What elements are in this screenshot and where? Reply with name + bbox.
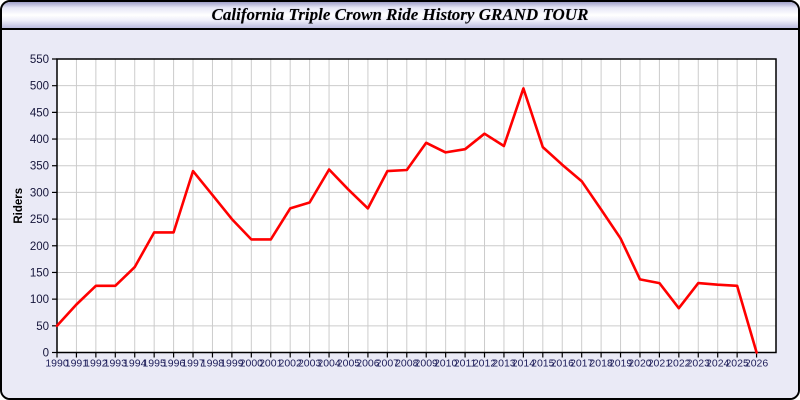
svg-text:200: 200 bbox=[30, 241, 49, 253]
svg-text:2004: 2004 bbox=[317, 358, 341, 370]
svg-text:100: 100 bbox=[30, 294, 49, 306]
plot-area bbox=[57, 59, 776, 353]
svg-text:2016: 2016 bbox=[551, 358, 575, 370]
y-axis-labels: 0 50 100 150 200 250 300 350 400 450 500 550 bbox=[30, 54, 49, 360]
svg-text:2001: 2001 bbox=[259, 358, 283, 370]
plot-border bbox=[56, 58, 777, 354]
svg-text:1998: 1998 bbox=[201, 358, 225, 370]
svg-text:50: 50 bbox=[36, 321, 49, 333]
svg-text:2002: 2002 bbox=[279, 358, 303, 370]
svg-text:550: 550 bbox=[30, 54, 49, 66]
svg-text:300: 300 bbox=[30, 187, 49, 199]
svg-text:2019: 2019 bbox=[609, 358, 633, 370]
svg-text:400: 400 bbox=[30, 134, 49, 146]
svg-text:350: 350 bbox=[30, 161, 49, 173]
chart-title: California Triple Crown Ride History GRA… bbox=[211, 5, 589, 24]
svg-text:2009: 2009 bbox=[415, 358, 439, 370]
svg-text:0: 0 bbox=[43, 348, 49, 360]
svg-text:2011: 2011 bbox=[454, 358, 477, 370]
chart-area: 0 50 100 150 200 250 300 350 400 450 500 550 1990 199… bbox=[2, 30, 798, 398]
svg-text:2020: 2020 bbox=[628, 358, 652, 370]
svg-text:2010: 2010 bbox=[434, 358, 458, 370]
chart-title-bar: California Triple Crown Ride History GRA… bbox=[2, 2, 798, 30]
svg-text:2012: 2012 bbox=[473, 358, 497, 370]
svg-text:2023: 2023 bbox=[687, 358, 711, 370]
svg-text:2013: 2013 bbox=[492, 358, 516, 370]
svg-text:1992: 1992 bbox=[84, 358, 108, 370]
svg-text:250: 250 bbox=[30, 214, 49, 226]
svg-text:1990: 1990 bbox=[45, 358, 69, 370]
svg-text:2006: 2006 bbox=[356, 358, 380, 370]
svg-text:1994: 1994 bbox=[123, 358, 147, 370]
svg-text:2007: 2007 bbox=[376, 358, 400, 370]
svg-text:1997: 1997 bbox=[181, 358, 205, 370]
svg-text:2022: 2022 bbox=[667, 358, 691, 370]
riders-line-series bbox=[55, 87, 758, 354]
svg-text:1996: 1996 bbox=[162, 358, 186, 370]
svg-text:2026: 2026 bbox=[745, 358, 769, 370]
svg-text:1995: 1995 bbox=[142, 358, 166, 370]
svg-text:1991: 1991 bbox=[65, 358, 89, 370]
svg-text:2021: 2021 bbox=[648, 358, 672, 370]
svg-text:1999: 1999 bbox=[220, 358, 244, 370]
svg-text:2008: 2008 bbox=[395, 358, 419, 370]
svg-text:2018: 2018 bbox=[589, 358, 613, 370]
svg-text:500: 500 bbox=[30, 81, 49, 93]
y-axis-title: Riders bbox=[13, 188, 25, 224]
svg-text:2015: 2015 bbox=[531, 358, 555, 370]
svg-text:2025: 2025 bbox=[725, 358, 749, 370]
svg-text:2014: 2014 bbox=[512, 358, 536, 370]
svg-text:2005: 2005 bbox=[337, 358, 361, 370]
svg-text:1993: 1993 bbox=[104, 358, 128, 370]
riders-line-chart: 0501001502002503003504004505005501990199… bbox=[13, 54, 777, 370]
svg-text:2000: 2000 bbox=[240, 358, 264, 370]
svg-text:450: 450 bbox=[30, 107, 49, 119]
svg-text:2003: 2003 bbox=[298, 358, 322, 370]
x-axis-labels: 1990199119921993199419951996199719981999… bbox=[45, 358, 768, 370]
svg-text:150: 150 bbox=[30, 267, 49, 279]
svg-text:2024: 2024 bbox=[706, 358, 730, 370]
axis-ticks bbox=[52, 58, 758, 358]
svg-text:2017: 2017 bbox=[570, 358, 594, 370]
